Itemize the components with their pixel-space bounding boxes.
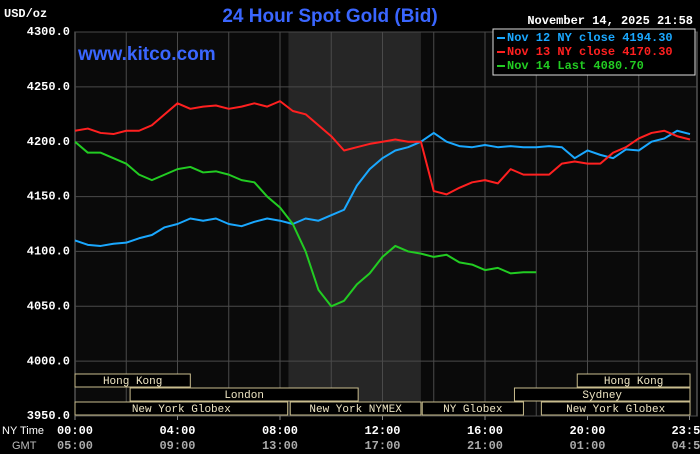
session-label: New York NYMEX xyxy=(309,404,402,416)
session-label: Hong Kong xyxy=(103,376,162,388)
session-bar xyxy=(576,373,691,388)
session-label: Hong Kong xyxy=(604,376,663,388)
session-label: London xyxy=(224,390,264,402)
legend-label: Nov 14 Last 4080.70 xyxy=(507,59,644,73)
watermark: www.kitco.com xyxy=(77,44,216,65)
legend-box xyxy=(492,28,696,76)
legend-label: Nov 12 NY close 4194.30 xyxy=(507,31,673,45)
timestamp: November 14, 2025 21:58 xyxy=(527,14,693,28)
series-line xyxy=(74,100,691,196)
x2-tick-label: 04:59 xyxy=(671,439,700,453)
y-tick-label: 4000.0 xyxy=(27,354,70,368)
session-label: Sydney xyxy=(582,390,622,402)
x2-tick-label: 05:00 xyxy=(57,439,93,453)
x2-tick-label: 01:00 xyxy=(569,439,605,453)
x-tick-label: 23:59 xyxy=(671,424,700,438)
legend-label: Nov 13 NY close 4170.30 xyxy=(507,45,673,59)
x2-axis-label: GMT xyxy=(12,440,37,452)
session-bar xyxy=(540,401,691,416)
y-tick-label: 4200.0 xyxy=(27,135,70,149)
y-tick-label: 3950.0 xyxy=(27,409,70,423)
x-axis-label: NY Time xyxy=(2,425,44,437)
shaded-range xyxy=(288,32,421,416)
session-label: NY Globex xyxy=(443,404,503,416)
x-tick-label: 12:00 xyxy=(364,424,400,438)
x-tick-label: 04:00 xyxy=(159,424,195,438)
plot-area xyxy=(74,31,698,417)
x2-tick-label: 17:00 xyxy=(364,439,400,453)
x-tick-label: 20:00 xyxy=(569,424,605,438)
y-tick-label: 4150.0 xyxy=(27,190,70,204)
series-line xyxy=(74,129,691,247)
y-tick-label: 4050.0 xyxy=(27,299,70,313)
session-bar xyxy=(74,401,289,416)
series-line xyxy=(74,140,537,308)
y-tick-label: 4300.0 xyxy=(27,25,70,39)
session-bar xyxy=(421,401,524,416)
x2-tick-label: 21:00 xyxy=(467,439,503,453)
y-tick-label: 4250.0 xyxy=(27,80,70,94)
x2-tick-label: 09:00 xyxy=(159,439,195,453)
session-label: New York Globex xyxy=(132,404,231,416)
y-tick-label: 4100.0 xyxy=(27,245,70,259)
chart-title: 24 Hour Spot Gold (Bid) xyxy=(222,6,437,27)
session-bar xyxy=(74,373,191,388)
session-label: New York Globex xyxy=(566,404,665,416)
x2-tick-label: 13:00 xyxy=(262,439,298,453)
x-tick-label: 16:00 xyxy=(467,424,503,438)
y-axis-label: USD/oz xyxy=(4,7,47,21)
x-tick-label: 00:00 xyxy=(57,424,93,438)
x-tick-label: 08:00 xyxy=(262,424,298,438)
session-bar xyxy=(129,387,359,402)
session-bar xyxy=(513,387,691,402)
session-bar xyxy=(289,401,422,416)
